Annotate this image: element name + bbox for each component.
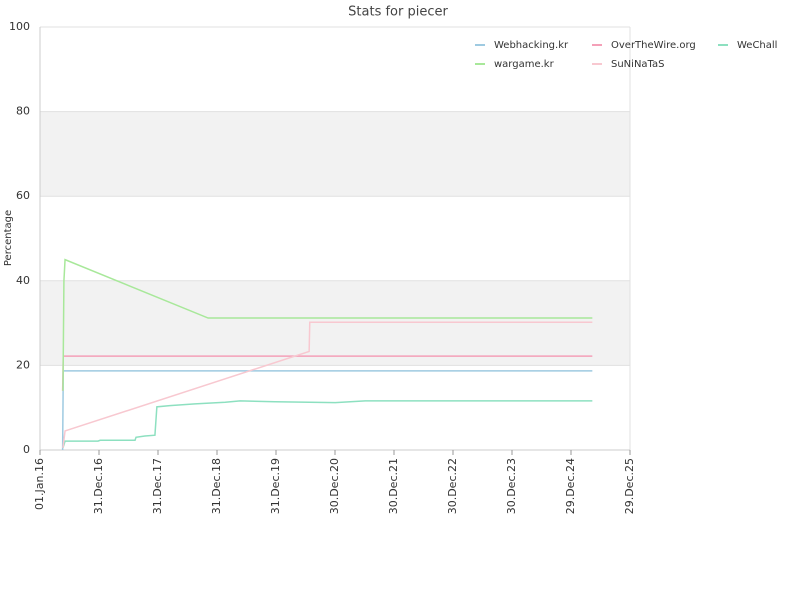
- series-line: [61, 370, 593, 451]
- legend-label: OverTheWire.org: [611, 40, 696, 51]
- x-tick-label: 31.Dec.16: [92, 458, 105, 514]
- y-tick-label: 100: [9, 20, 30, 33]
- x-tick-label: 31.Dec.17: [151, 458, 164, 514]
- x-tick-label: 30.Dec.20: [328, 458, 341, 514]
- x-tick-label: 30.Dec.21: [387, 458, 400, 514]
- x-tick-label: 01.Jan.16: [33, 458, 46, 510]
- series-line: [62, 258, 593, 391]
- x-tick-label: 30.Dec.23: [505, 458, 518, 514]
- x-tick-label: 29.Dec.25: [623, 458, 636, 514]
- y-tick-label: 40: [16, 274, 30, 287]
- chart-title: Stats for piecer: [348, 5, 448, 20]
- series-line: [62, 321, 593, 448]
- x-tick-label: 31.Dec.19: [269, 458, 282, 514]
- legend-label: WeChall: [737, 40, 777, 51]
- legend-label: wargame.kr: [494, 59, 555, 70]
- y-tick-label: 60: [16, 189, 30, 202]
- x-tick-label: 31.Dec.18: [210, 458, 223, 514]
- y-tick-label: 0: [23, 443, 30, 456]
- legend-label: Webhacking.kr: [494, 40, 569, 51]
- grid-band: [40, 111, 630, 197]
- series-line: [62, 400, 593, 449]
- x-tick-label: 29.Dec.24: [564, 458, 577, 514]
- y-tick-label: 20: [16, 358, 30, 371]
- y-tick-label: 80: [16, 105, 30, 118]
- x-tick-label: 30.Dec.22: [446, 458, 459, 514]
- legend-label: SuNiNaTaS: [611, 59, 664, 70]
- y-axis-label: Percentage: [3, 210, 14, 266]
- grid-band: [40, 280, 630, 366]
